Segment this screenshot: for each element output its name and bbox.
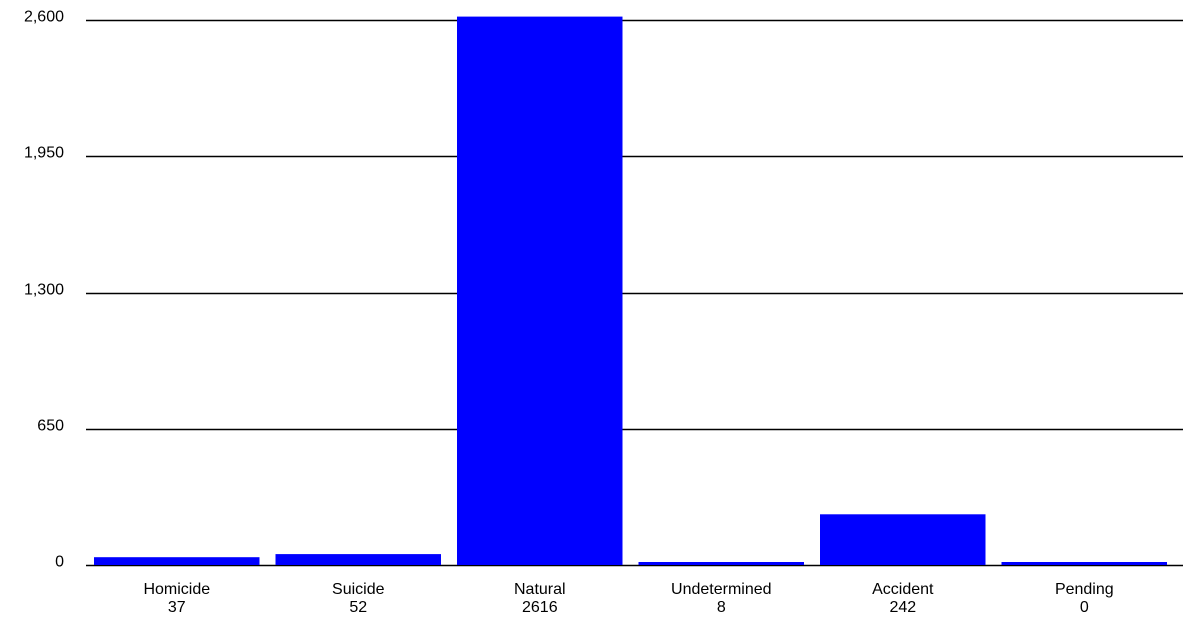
bars xyxy=(94,16,1167,566)
bar-undetermined xyxy=(638,562,804,565)
x-value-label: 0 xyxy=(1080,599,1089,616)
x-value-label: 242 xyxy=(889,599,916,616)
x-category-label: Undetermined xyxy=(671,581,772,598)
x-category-label: Natural xyxy=(514,581,566,598)
x-value-label: 2616 xyxy=(522,599,558,616)
x-category-label: Suicide xyxy=(332,581,385,598)
y-tick-label: 650 xyxy=(37,418,64,435)
x-category-label: Accident xyxy=(872,581,934,598)
bar-accident xyxy=(820,514,986,565)
y-axis-tick-labels: 0 650 1,300 1,950 2,600 xyxy=(24,9,64,571)
bar-natural xyxy=(457,16,623,566)
gridlines xyxy=(86,19,1183,567)
x-value-label: 37 xyxy=(168,599,186,616)
x-value-label: 52 xyxy=(349,599,367,616)
y-tick-label: 2,600 xyxy=(24,9,64,26)
y-tick-label: 1,300 xyxy=(24,282,64,299)
bar-homicide xyxy=(94,557,260,565)
bar-pending xyxy=(1001,562,1167,565)
x-category-label: Pending xyxy=(1055,581,1114,598)
x-category-label: Homicide xyxy=(143,581,210,598)
bar-suicide xyxy=(275,554,441,565)
x-value-label: 8 xyxy=(717,599,726,616)
y-tick-label: 1,950 xyxy=(24,145,64,162)
y-tick-label: 0 xyxy=(55,554,64,571)
